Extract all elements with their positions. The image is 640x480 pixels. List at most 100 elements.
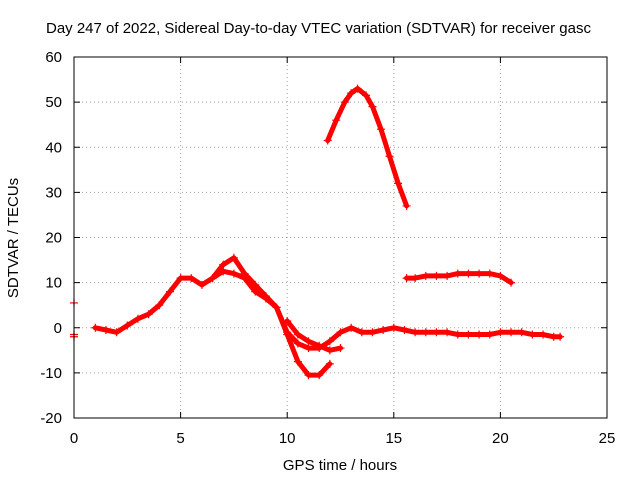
- data-point: [229, 269, 238, 278]
- data-point: [219, 260, 228, 269]
- x-tick-label: 15: [385, 430, 402, 447]
- data-point: [507, 328, 516, 337]
- data-point: [485, 330, 494, 339]
- data-point: [347, 323, 356, 332]
- data-point: [402, 201, 411, 210]
- data-point: [475, 330, 484, 339]
- data-point: [187, 274, 196, 283]
- data-point: [402, 274, 411, 283]
- data-point: [240, 269, 249, 278]
- data-point: [411, 328, 420, 337]
- data-point: [432, 328, 441, 337]
- data-point: [251, 280, 260, 289]
- data-point: [133, 314, 142, 323]
- data-point: [443, 271, 452, 280]
- series-track-d: [323, 84, 411, 210]
- data-point: [539, 330, 548, 339]
- data-point: [261, 292, 270, 301]
- data-point: [464, 330, 473, 339]
- x-tick-label: 20: [492, 430, 509, 447]
- y-tick-label: 30: [45, 184, 62, 201]
- data-point: [336, 344, 345, 353]
- y-tick-label: 0: [54, 320, 62, 337]
- data-point: [144, 310, 153, 319]
- data-point: [325, 337, 334, 346]
- data-point: [385, 152, 394, 161]
- gridlines: [74, 57, 607, 418]
- data-point: [323, 136, 332, 145]
- data-point: [123, 321, 132, 330]
- data-point: [293, 339, 302, 348]
- data-point: [453, 330, 462, 339]
- data-point: [421, 271, 430, 280]
- data-point: [304, 337, 313, 346]
- data-point: [325, 346, 334, 355]
- data-point: [379, 326, 388, 335]
- x-tick-label: 5: [176, 430, 184, 447]
- data-point: [507, 278, 516, 287]
- data-point: [400, 326, 409, 335]
- data-point: [336, 328, 345, 337]
- data-point: [208, 274, 217, 283]
- data-point: [101, 326, 110, 335]
- data-point: [197, 280, 206, 289]
- data-point: [155, 301, 164, 310]
- data-point: [368, 328, 377, 337]
- data-point: [377, 125, 386, 134]
- chart-title: Day 247 of 2022, Sidereal Day-to-day VTE…: [46, 20, 591, 37]
- y-tick-label: 50: [45, 94, 62, 111]
- y-tick-label: 10: [45, 275, 62, 292]
- data-point: [496, 271, 505, 280]
- y-tick-labels: -20 -10 0 10 20 30 40 50 60: [40, 49, 62, 427]
- data-point: [332, 116, 341, 125]
- data-series: [70, 84, 565, 380]
- series-track-e: [402, 269, 516, 287]
- data-point: [112, 328, 121, 337]
- data-point: [315, 371, 324, 380]
- y-tick-label: -10: [40, 365, 62, 382]
- data-point: [389, 323, 398, 332]
- data-point: [272, 303, 281, 312]
- y-tick-label: 20: [45, 230, 62, 247]
- plot-frame: [73, 56, 608, 419]
- x-axis-title: GPS time / hours: [283, 457, 397, 474]
- data-point: [556, 332, 565, 341]
- y-tick-label: 60: [45, 49, 62, 66]
- data-point: [251, 287, 260, 296]
- data-point: [304, 344, 313, 353]
- x-tick-label: 0: [70, 430, 78, 447]
- series-track-c: [283, 316, 345, 355]
- data-point: [368, 102, 377, 111]
- data-point: [283, 330, 292, 339]
- data-point: [293, 330, 302, 339]
- x-tick-label: 25: [599, 430, 616, 447]
- data-point: [453, 269, 462, 278]
- data-point: [283, 316, 292, 325]
- y-tick-label: 40: [45, 139, 62, 156]
- y-tick-label: -20: [40, 410, 62, 427]
- data-point: [304, 371, 313, 380]
- data-point: [485, 269, 494, 278]
- data-point: [340, 98, 349, 107]
- x-tick-labels: 0 5 10 15 20 25: [70, 430, 616, 447]
- data-point: [464, 269, 473, 278]
- data-point: [315, 341, 324, 350]
- data-point: [165, 287, 174, 296]
- data-point: [362, 91, 371, 100]
- data-point: [475, 269, 484, 278]
- x-tick-label: 10: [279, 430, 296, 447]
- data-point: [496, 328, 505, 337]
- data-point: [432, 271, 441, 280]
- data-point: [325, 359, 334, 368]
- data-point: [528, 330, 537, 339]
- data-point: [357, 328, 366, 337]
- data-point: [176, 274, 185, 283]
- y-axis-title: SDTVAR / TECUs: [5, 178, 22, 298]
- data-point: [347, 89, 356, 98]
- data-point: [353, 84, 362, 93]
- data-point: [394, 179, 403, 188]
- data-point: [411, 274, 420, 283]
- data-point: [91, 323, 100, 332]
